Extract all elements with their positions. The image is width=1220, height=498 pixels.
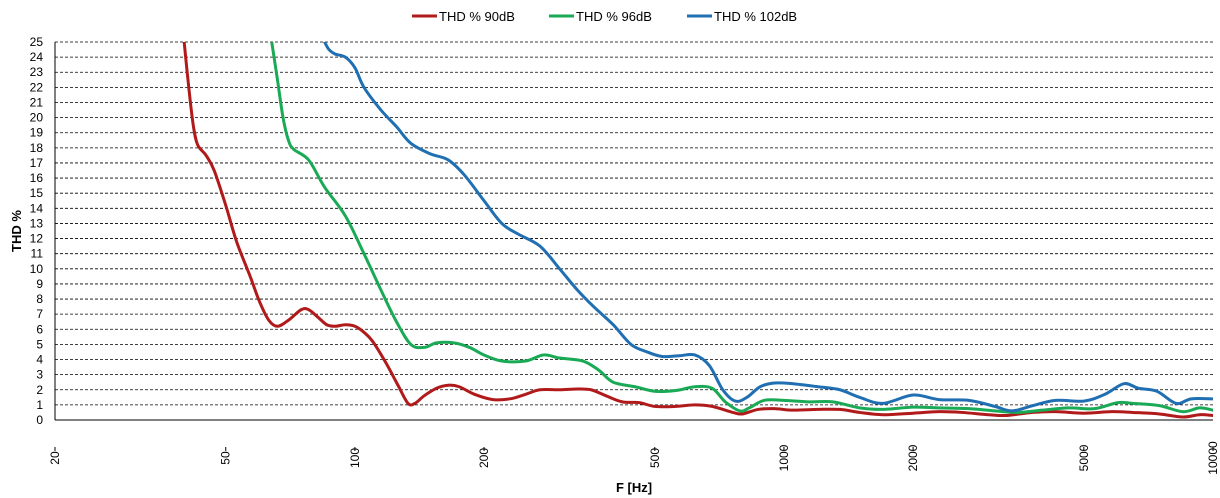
legend: THD % 90dB THD % 96dB THD % 102dB xyxy=(412,9,797,24)
y-tick-label: 19 xyxy=(30,126,44,140)
grid-lines xyxy=(55,41,1213,406)
y-tick-label: 12 xyxy=(30,232,44,246)
series-lines xyxy=(182,42,1213,419)
y-tick-label: 17 xyxy=(30,156,44,170)
x-tick-label: 5000 xyxy=(1077,444,1091,471)
legend-label-1: THD % 90dB xyxy=(439,9,515,24)
y-tick-label: 25 xyxy=(30,35,44,49)
y-tick-label: 23 xyxy=(30,65,44,79)
y-tick-label: 7 xyxy=(36,307,43,321)
y-tick-label: 10 xyxy=(30,262,44,276)
y-tick-label: 18 xyxy=(30,141,44,155)
y-axis-tick-labels: 0123456789101112131415161718192021222324… xyxy=(30,35,44,427)
x-tick-label: 1000 xyxy=(777,444,791,471)
y-tick-label: 0 xyxy=(36,413,43,427)
y-axis-title: THD % xyxy=(9,210,24,252)
y-tick-label: 4 xyxy=(36,353,43,367)
y-tick-label: 11 xyxy=(31,247,44,261)
y-tick-label: 20 xyxy=(30,111,44,125)
x-tick-label: 10000 xyxy=(1206,441,1220,475)
x-tick-label: 20 xyxy=(48,451,62,465)
y-tick-label: 22 xyxy=(30,80,44,94)
y-tick-label: 15 xyxy=(30,186,44,200)
x-tick-label: 50 xyxy=(219,451,233,465)
y-tick-label: 1 xyxy=(36,398,43,412)
x-axis-title: F [Hz] xyxy=(616,480,652,495)
y-tick-label: 16 xyxy=(30,171,44,185)
y-tick-label: 3 xyxy=(36,368,43,382)
y-tick-label: 13 xyxy=(30,216,44,230)
y-tick-label: 9 xyxy=(36,277,43,291)
axes xyxy=(54,42,1214,451)
series-line-2 xyxy=(270,42,1213,414)
x-tick-label: 500 xyxy=(648,448,662,468)
y-tick-label: 5 xyxy=(36,337,43,351)
y-tick-label: 21 xyxy=(30,95,44,109)
legend-label-3: THD % 102dB xyxy=(714,9,797,24)
series-line-3 xyxy=(323,42,1213,413)
y-tick-label: 8 xyxy=(36,292,43,306)
y-tick-label: 14 xyxy=(30,201,44,215)
x-tick-label: 2000 xyxy=(906,444,920,471)
series-line-1 xyxy=(182,42,1213,419)
x-tick-label: 200 xyxy=(477,448,491,468)
x-tick-label: 100 xyxy=(348,448,362,468)
y-tick-label: 24 xyxy=(30,50,44,64)
y-tick-label: 6 xyxy=(36,322,43,336)
y-tick-label: 2 xyxy=(36,383,43,397)
x-axis-tick-labels: 20 50 100 200 500 1000 2000 5000 10000 xyxy=(48,441,1220,475)
legend-label-2: THD % 96dB xyxy=(576,9,652,24)
